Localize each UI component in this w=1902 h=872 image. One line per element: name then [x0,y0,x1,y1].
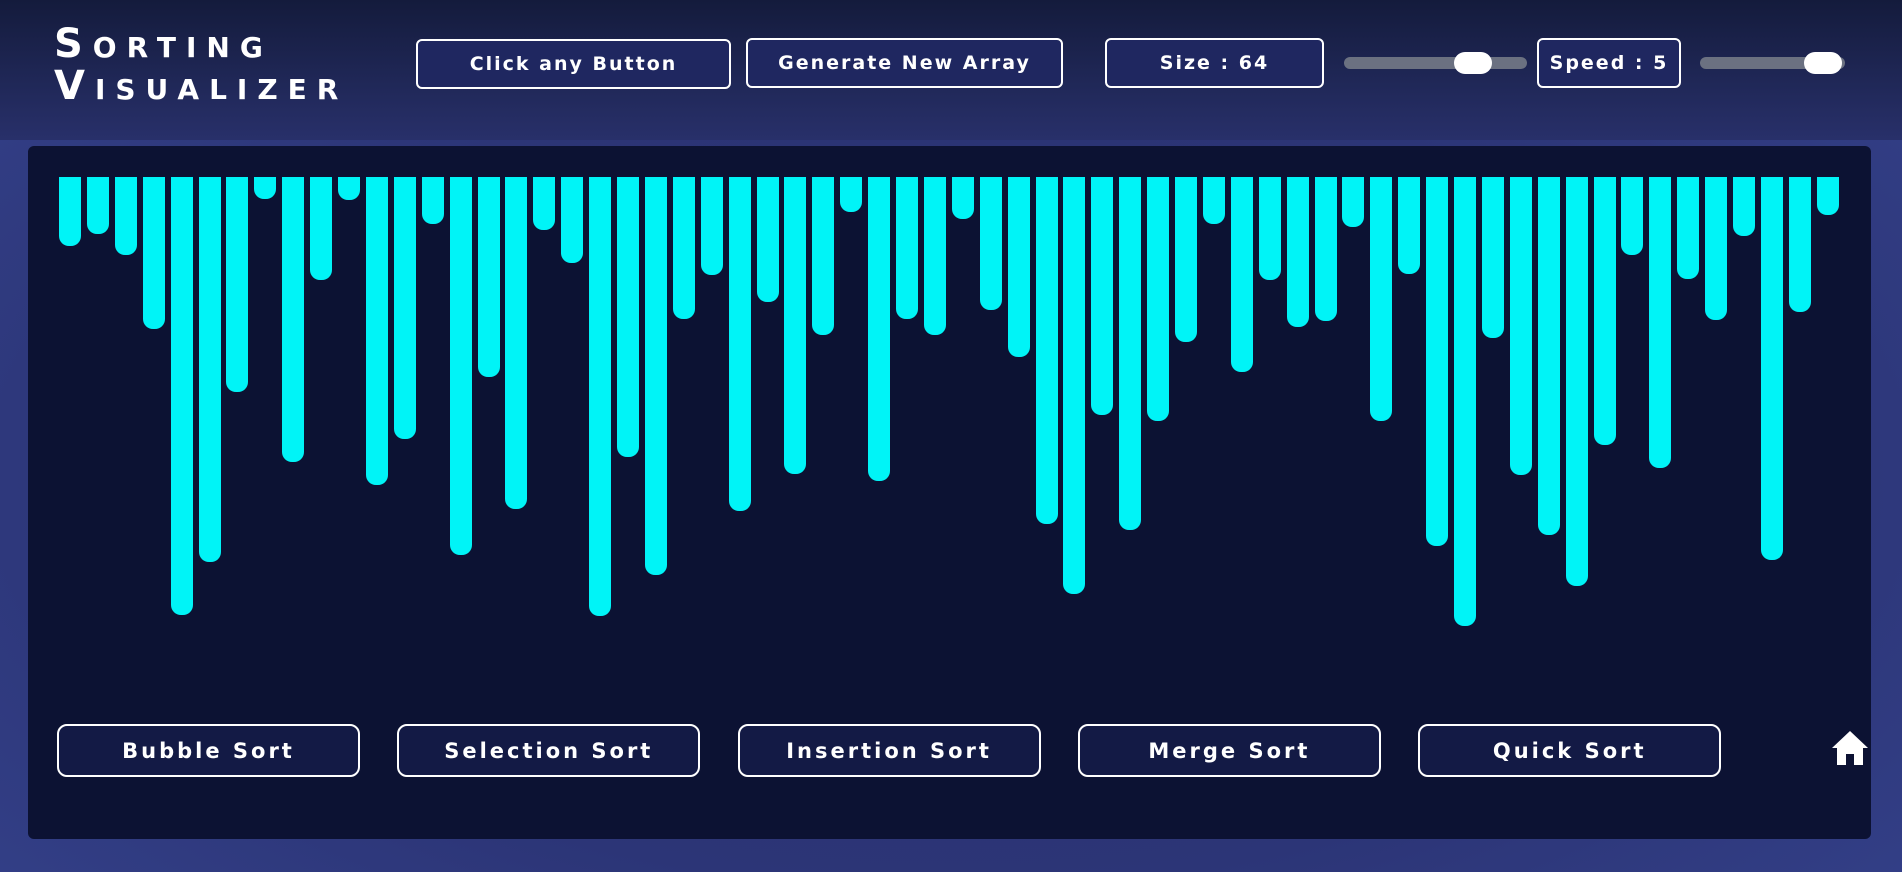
array-bar [1091,177,1114,415]
array-bar [254,177,277,199]
sort-button[interactable]: Selection Sort [397,724,701,777]
array-bar [1509,177,1532,476]
array-bar [1119,177,1142,530]
array-bar [784,177,807,475]
array-bar [1342,177,1365,227]
array-bar [1649,177,1672,469]
title: Visualizer [54,63,349,109]
array-bar [170,177,193,615]
array-bar [1733,177,1755,237]
array-bar [1537,177,1560,535]
array-bar [226,177,249,392]
array-bar [868,177,891,482]
array-bar [1705,177,1728,321]
array-bar [365,177,388,486]
array-bar [589,177,612,617]
title: Sorting [54,21,273,67]
array-bar [1035,177,1058,524]
array-bar [700,177,723,276]
array-bar [1788,177,1811,312]
array-bar [672,177,695,319]
array-bar [1370,177,1393,421]
array-bar [1677,177,1700,279]
array-bar [310,177,333,281]
array-bar [338,177,360,201]
array-bar [1147,177,1170,421]
array-bar [59,177,81,247]
array-bar [1230,177,1253,373]
array-bar [896,177,918,319]
array-bar [86,177,109,234]
array-bar [421,177,444,225]
sort-button[interactable]: Merge Sort [1077,724,1381,777]
array-bar [812,177,835,335]
array-bar [282,177,305,463]
array-bar [1565,177,1588,586]
array-bar [533,177,556,231]
array-bar [477,177,500,378]
array-bar [979,177,1002,311]
size-label: Size : 64 [1105,38,1324,88]
sort-button[interactable]: Insertion Sort [737,724,1041,777]
array-bar [728,177,751,511]
array-bar [449,177,472,556]
array-bar [1593,177,1616,446]
array-bar [644,177,667,575]
size-slider[interactable] [1344,52,1527,74]
array-bar [1286,177,1309,328]
speed-label: Speed : 5 [1537,38,1681,88]
status-button[interactable]: Click any Button [416,39,731,89]
array-bar [756,177,779,302]
array-bar [198,177,221,562]
array-bar [1007,177,1030,357]
array-bar [1816,177,1839,215]
array-bar [1258,177,1281,281]
array-bar [561,177,584,264]
array-bar [1454,177,1476,626]
sort-button[interactable]: Bubble Sort [57,724,360,777]
slider-thumb[interactable] [1804,52,1842,74]
array-bar [1202,177,1225,225]
array-bar [1760,177,1783,561]
array-bar [1481,177,1504,339]
generate-button[interactable]: Generate New Array [746,38,1063,88]
array-bar [1063,177,1086,595]
array-bar [1398,177,1421,275]
array-bar [1175,177,1197,342]
array-bar [1314,177,1337,322]
array-bar [1621,177,1644,255]
array-bar [505,177,528,510]
home-icon[interactable] [1830,728,1870,768]
array-bar [951,177,974,220]
visualizer-panel: Bubble Sort Selection Sort Insertion Sort M… [28,146,1871,839]
header: Sorting Visualizer Click any Button Gene… [0,0,1902,140]
array-bar [923,177,946,335]
array-bar [1426,177,1449,546]
array-bar [114,177,137,255]
array-bar [142,177,165,329]
array-bar [393,177,416,439]
speed-slider[interactable] [1700,52,1845,74]
array-bar [617,177,639,458]
array-bar [840,177,863,213]
sort-button[interactable]: Quick Sort [1418,724,1722,777]
slider-thumb[interactable] [1454,52,1492,74]
